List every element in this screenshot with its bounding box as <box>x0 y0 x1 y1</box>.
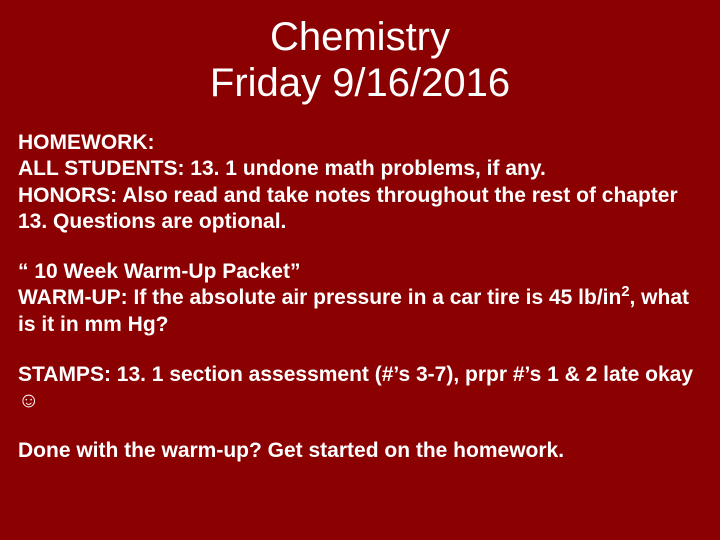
homework-block: HOMEWORK: ALL STUDENTS: 13. 1 undone mat… <box>18 130 702 235</box>
title-line-1: Chemistry <box>270 15 450 59</box>
footer-text: Done with the warm-up? Get started on th… <box>18 438 702 464</box>
warmup-exponent: 2 <box>621 284 629 300</box>
slide-title: Chemistry Friday 9/16/2016 <box>18 14 702 106</box>
homework-label: HOMEWORK: <box>18 131 154 154</box>
stamps-text: STAMPS: 13. 1 section assessment (#’s 3-… <box>18 363 693 386</box>
stamps-block: STAMPS: 13. 1 section assessment (#’s 3-… <box>18 362 702 415</box>
warmup-block: “ 10 Week Warm-Up Packet” WARM-UP: If th… <box>18 259 702 338</box>
homework-honors: HONORS: Also read and take notes through… <box>18 184 678 233</box>
title-line-2: Friday 9/16/2016 <box>210 61 510 105</box>
homework-all-students: ALL STUDENTS: 13. 1 undone math problems… <box>18 157 546 180</box>
warmup-packet: “ 10 Week Warm-Up Packet” <box>18 260 300 283</box>
smiley-icon: ☺ <box>18 389 39 412</box>
warmup-question-prefix: WARM-UP: If the absolute air pressure in… <box>18 286 621 309</box>
